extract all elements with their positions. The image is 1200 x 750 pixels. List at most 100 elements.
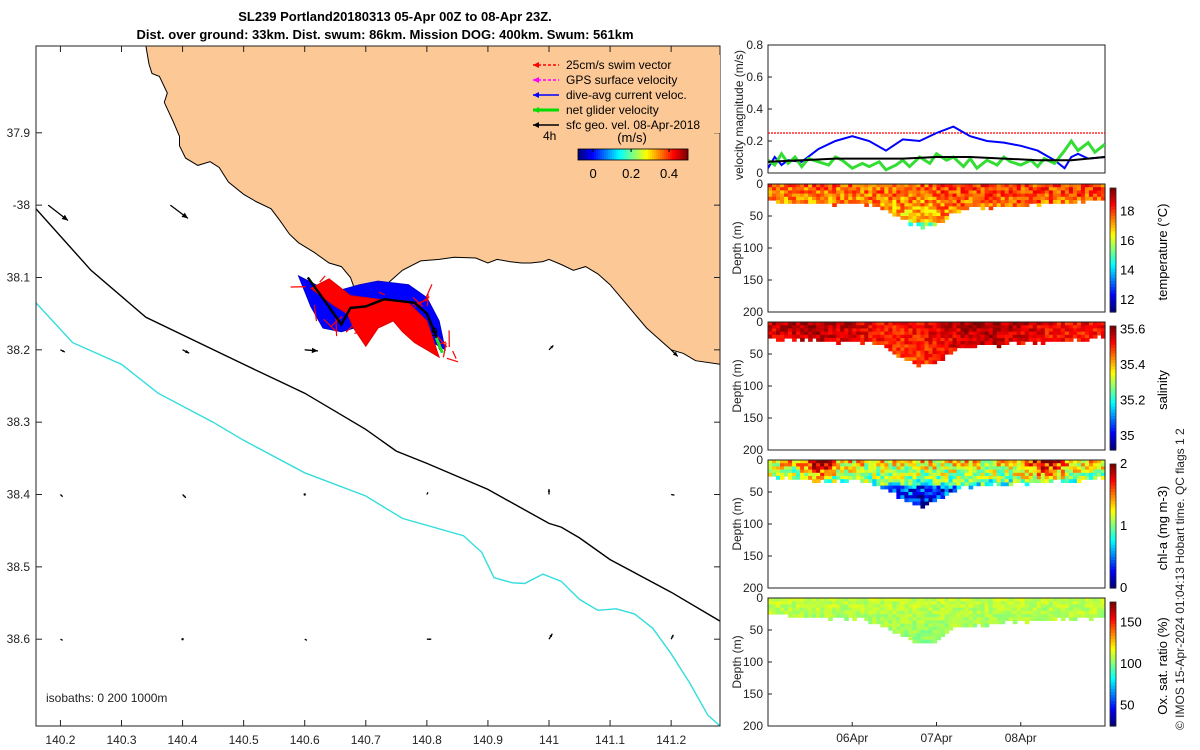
colorbar-tick-label: 0 — [590, 166, 597, 181]
swim-vector — [442, 342, 447, 358]
date-tick-label: 08Apr — [1005, 731, 1037, 745]
geo-velocity-arrow — [182, 494, 187, 499]
imos-note: © IMOS 15-Apr-2024 01:04:13 Hobart time.… — [1173, 428, 1187, 730]
depth-ylabel: Depth (m) — [730, 497, 744, 550]
colorbar-tick-label: 150 — [1120, 615, 1142, 630]
map-plot-area: 9 — [36, 46, 720, 726]
geo-velocity-arrow — [671, 493, 675, 496]
swim-vector — [416, 333, 427, 340]
geo-velocity-arrow — [670, 634, 674, 640]
map-title-line1: SL239 Portland20180313 05-Apr 00Z to 08-… — [238, 9, 552, 24]
legend-background — [529, 55, 720, 133]
depth-tick-label: 50 — [750, 347, 764, 361]
depth-tick-label: 100 — [743, 517, 763, 531]
colorbar-tick-label: 0 — [1120, 580, 1127, 595]
colorbar-tick-label: 16 — [1120, 233, 1134, 248]
depth-ylabel: Depth (m) — [730, 359, 744, 412]
profile-panel: 0 50 100 150 200 Depth (m) 0 1 2 chl-a (mg m-3) — [730, 453, 1170, 595]
depth-tick-label: 0 — [756, 453, 763, 467]
legend-item: dive-avg current veloc. — [533, 88, 687, 102]
depth-tick-label: 0 — [756, 591, 763, 605]
velocity-tick-label: 0.8 — [746, 38, 763, 52]
colorbar-label: salinity — [1155, 370, 1170, 410]
swim-vector — [378, 291, 386, 296]
profile-panel: 0 50 100 150 200 Depth (m) 35 35.2 35.4 35.6 salin… — [730, 315, 1170, 457]
geo-velocity-arrow — [426, 638, 432, 641]
colorbar-tick-label: 35.6 — [1120, 322, 1145, 337]
colorbar-tick-label: 12 — [1120, 292, 1134, 307]
geo-velocity-arrow — [60, 638, 63, 641]
geo-velocity-arrow — [181, 637, 184, 641]
profile-panel: 0 50 100 150 200 Depth (m) 12 14 16 18 temperature… — [730, 177, 1170, 319]
colorbar-tick-label: 0.4 — [660, 166, 678, 181]
isobath-note: isobaths: 0 200 1000m — [46, 691, 167, 705]
swim-vector — [336, 297, 346, 302]
swim-vector — [313, 304, 318, 322]
depth-tick-label: 50 — [750, 623, 764, 637]
legend-label: net glider velocity — [566, 103, 659, 117]
y-tick-label: 37.9 — [7, 126, 31, 140]
y-tick-label: 38.5 — [7, 560, 31, 574]
colorbar-label: temperature (°C) — [1155, 204, 1170, 301]
depth-ylabel: Depth (m) — [730, 221, 744, 274]
geo-velocity-arrow — [303, 493, 306, 496]
legend-label: 25cm/s swim vector — [566, 58, 671, 72]
swim-vector — [354, 330, 363, 335]
velocity-tick-label: 0 — [756, 166, 763, 180]
legend-label: dive-avg current veloc. — [566, 88, 687, 102]
x-tick-label: 140.7 — [351, 733, 381, 747]
swim-vector — [323, 318, 337, 332]
colorbar-tick-label: 35 — [1120, 428, 1134, 443]
swim-vector — [372, 306, 377, 323]
profile-panel: 0 50 100 150 200 Depth (m) 50 100 150 Ox. sat. ra… — [730, 591, 1170, 745]
depth-tick-label: 0 — [756, 177, 763, 191]
depth-tick-label: 0 — [756, 315, 763, 329]
swim-vector — [412, 296, 424, 307]
date-tick-label: 06Apr — [836, 731, 868, 745]
legend-item: GPS surface velocity — [533, 73, 677, 87]
colorbar-tick-label: 35.2 — [1120, 392, 1145, 407]
velocity-tick-label: 0.2 — [746, 134, 763, 148]
depth-ylabel: Depth (m) — [730, 635, 744, 688]
legend-label: GPS surface velocity — [566, 73, 677, 87]
x-tick-label: 140.9 — [473, 733, 503, 747]
y-tick-label: 38.2 — [7, 343, 31, 357]
geo-velocity-arrow — [59, 494, 64, 498]
legend-item: sfc geo. vel. 08-Apr-2018 — [533, 118, 700, 132]
x-tick-label: 141.1 — [595, 733, 625, 747]
depth-tick-label: 100 — [743, 241, 763, 255]
depth-tick-label: 150 — [743, 411, 763, 425]
depth-tick-label: 50 — [750, 209, 764, 223]
swim-vector — [366, 297, 373, 309]
velocity-series — [768, 125, 1105, 170]
colorbar-tick-label: 18 — [1120, 204, 1134, 219]
legend-item: net glider velocity — [533, 103, 659, 117]
geo-velocity-arrow — [670, 349, 679, 357]
velocity-tick-label: 0.4 — [746, 102, 763, 116]
legend-label: sfc geo. vel. 08-Apr-2018 — [566, 118, 700, 132]
map-axes: 140.2 140.3 140.4 140.5 140.6 140.7 140.8 140.9… — [7, 46, 720, 747]
depth-tick-label: 200 — [743, 443, 763, 457]
velocity-tick-label: 0.6 — [746, 70, 763, 84]
velocity-series — [768, 156, 1105, 163]
geo-velocity-arrow — [182, 349, 190, 354]
swim-vector — [341, 299, 346, 308]
isobath-200m — [36, 208, 720, 622]
depth-tick-label: 100 — [743, 379, 763, 393]
x-tick-label: 140.3 — [106, 733, 136, 747]
swim-vector — [319, 275, 326, 283]
geo-velocity-arrow — [548, 633, 553, 640]
geo-velocity-arrow — [169, 204, 189, 219]
glider-track — [306, 276, 442, 351]
track-label: 9 — [431, 325, 438, 339]
colorbar-label: Ox. sat. ratio (%) — [1155, 617, 1170, 715]
colorbar-tick-label: 100 — [1120, 656, 1142, 671]
geo-velocity-arrow — [426, 492, 429, 495]
y-tick-label: 38.3 — [7, 415, 31, 429]
date-tick-label: 07Apr — [920, 731, 952, 745]
geo-velocity-arrow — [304, 638, 308, 641]
depth-tick-label: 150 — [743, 687, 763, 701]
